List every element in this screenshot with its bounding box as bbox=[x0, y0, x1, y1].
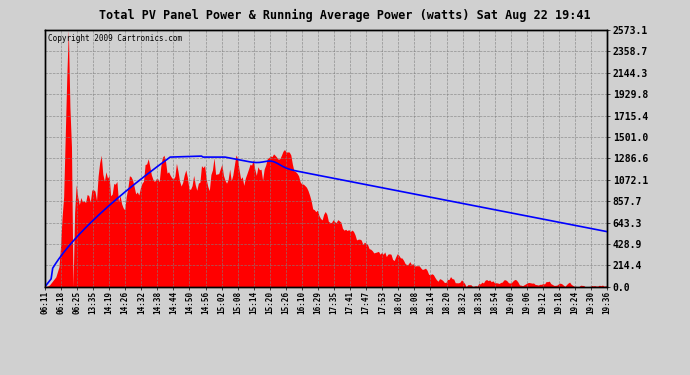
Text: Copyright 2009 Cartronics.com: Copyright 2009 Cartronics.com bbox=[48, 34, 181, 43]
Text: Total PV Panel Power & Running Average Power (watts) Sat Aug 22 19:41: Total PV Panel Power & Running Average P… bbox=[99, 9, 591, 22]
